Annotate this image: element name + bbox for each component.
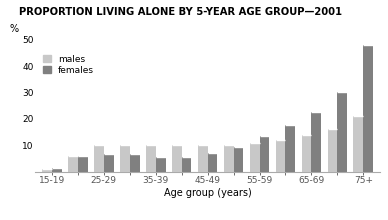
Bar [52,168,62,172]
Bar [223,145,234,172]
Bar [172,145,182,172]
Bar [120,145,130,172]
Bar [234,147,243,172]
Bar [364,45,373,172]
Text: %: % [9,24,18,34]
Text: PROPORTION LIVING ALONE BY 5-YEAR AGE GROUP—2001: PROPORTION LIVING ALONE BY 5-YEAR AGE GR… [19,7,343,16]
Bar [198,145,208,172]
Bar [42,169,52,172]
Bar [94,145,104,172]
Legend: males, females: males, females [43,55,94,75]
Bar [78,156,88,172]
Bar [68,156,78,172]
Bar [130,154,140,172]
Bar [249,143,260,172]
Bar [327,129,338,172]
Bar [275,140,286,172]
Bar [260,136,269,172]
Bar [104,154,114,172]
Bar [208,153,217,172]
X-axis label: Age group (years): Age group (years) [164,187,251,198]
Bar [156,157,166,172]
Bar [338,92,347,172]
Bar [353,116,364,172]
Bar [182,157,192,172]
Bar [312,112,321,172]
Bar [301,135,312,172]
Bar [146,145,156,172]
Bar [286,125,295,172]
